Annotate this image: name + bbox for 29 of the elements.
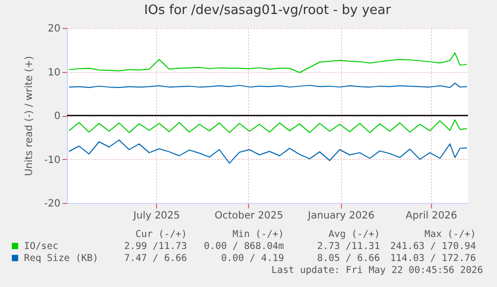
text: 0.00 / 4.19: [221, 253, 284, 264]
y-tick-label: -10: [44, 154, 60, 166]
text: 8.05 / 6.66: [317, 253, 380, 264]
line-series: [68, 140, 468, 164]
text: Avg (-/+): [328, 229, 380, 240]
chart-title: IOs for /dev/sasag01-vg/root - by year: [144, 3, 392, 18]
text: 7.47 / 6.66: [124, 253, 188, 264]
x-tick-label: January 2026: [306, 210, 374, 222]
text: Last update: Fri May 22 00:45:56 2026: [271, 265, 484, 276]
y-tick-label: 20: [48, 24, 60, 34]
y-tick-label: 10: [48, 67, 60, 78]
text: 2.73 /11.31: [317, 241, 380, 252]
x-tick-label: April 2026: [406, 210, 458, 222]
text: 0.00 / 868.04m: [204, 241, 284, 252]
y-tick-label: 0: [54, 111, 60, 122]
text: 2.99 /11.73: [124, 241, 187, 252]
text: Max (-/+): [424, 229, 476, 240]
x-tick-label: July 2025: [132, 210, 180, 222]
x-tick-label: October 2025: [214, 210, 284, 222]
text: 241.63 / 170.94: [390, 241, 476, 252]
y-tick-label: -20: [44, 198, 60, 210]
line-series: [68, 119, 468, 134]
legend-label: Req Size (KB): [24, 253, 98, 264]
y-axis-title: Units read (-) / write (+): [24, 56, 36, 176]
text: Min (-/+): [232, 229, 284, 240]
text: Cur (-/+): [136, 229, 187, 240]
text: 114.03 / 172.76: [390, 253, 476, 264]
line-series: [68, 52, 468, 74]
legend-label: IO/sec: [24, 241, 58, 252]
